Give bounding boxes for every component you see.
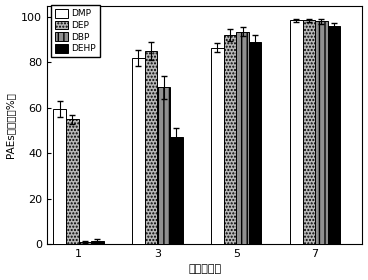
Bar xyxy=(249,42,262,244)
Bar xyxy=(91,241,104,244)
Bar xyxy=(158,87,170,244)
Bar xyxy=(211,48,224,244)
Bar xyxy=(290,20,302,244)
Bar xyxy=(315,22,328,244)
Legend: DMP, DEP, DBP, DEHP: DMP, DEP, DBP, DEHP xyxy=(52,5,100,57)
Bar xyxy=(53,109,66,244)
Bar xyxy=(302,20,315,244)
Y-axis label: PAEs降解率（%）: PAEs降解率（%） xyxy=(6,92,15,158)
Bar xyxy=(170,137,183,244)
Bar xyxy=(132,58,145,244)
Bar xyxy=(66,119,78,244)
X-axis label: 时间（天）: 时间（天） xyxy=(188,264,221,274)
Bar xyxy=(78,242,91,244)
Bar xyxy=(145,51,158,244)
Bar xyxy=(328,26,340,244)
Bar xyxy=(224,35,236,244)
Bar xyxy=(236,32,249,244)
